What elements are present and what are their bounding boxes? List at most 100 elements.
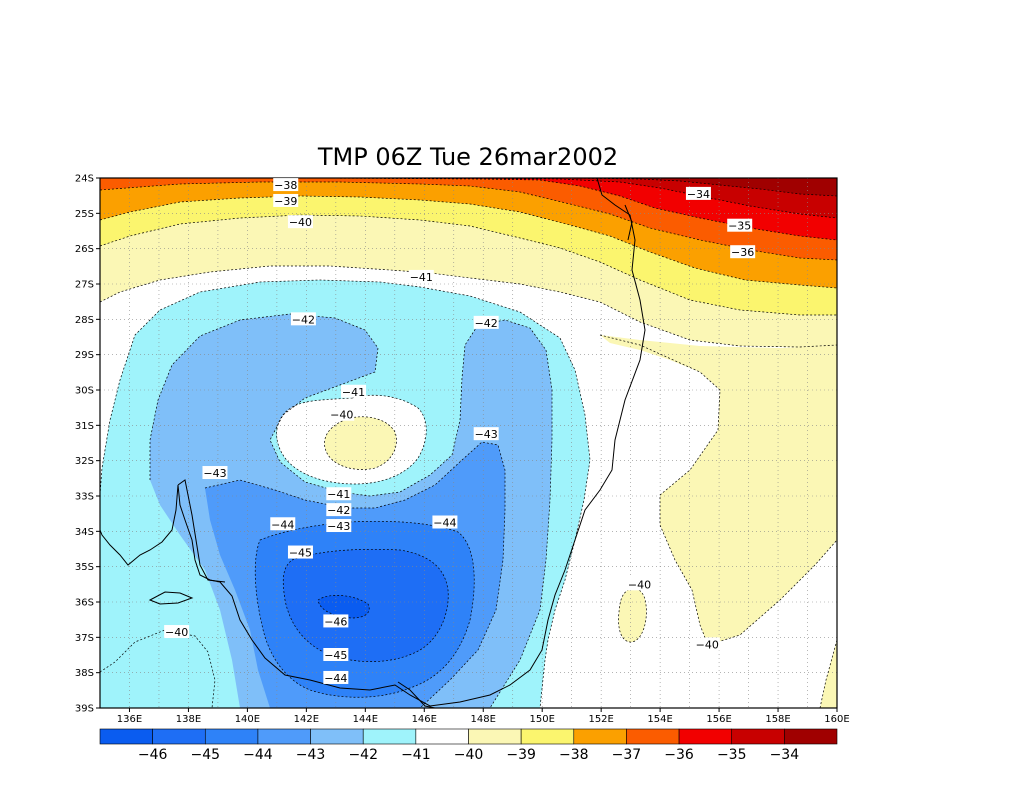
contour-line-34 — [559, 178, 837, 197]
contour-label: −44 — [432, 515, 458, 530]
contour-label-text: −38 — [274, 179, 297, 192]
fill-band-40-39-east — [600, 335, 837, 645]
colorbar-swatch — [415, 728, 469, 745]
colorbar-label: −36 — [664, 747, 694, 763]
contour-label-text: −34 — [687, 188, 710, 201]
lon-tick-label: 140E — [235, 714, 260, 725]
colorbar-swatch — [468, 728, 522, 745]
contour-label-text: −44 — [324, 672, 347, 685]
contour-label-bg — [202, 466, 228, 480]
colorbar-swatch — [99, 728, 153, 745]
fill-band-40-39-center — [324, 416, 397, 470]
colorbar — [99, 728, 838, 745]
contour-label-bg — [694, 637, 720, 651]
contour-fills — [100, 178, 837, 708]
colorbar-label: −43 — [296, 747, 326, 763]
coastline-mainland — [100, 178, 646, 707]
contour-label-text: −42 — [327, 504, 350, 517]
contour-line-40-islet — [618, 588, 647, 643]
contour-label-text: −41 — [327, 488, 350, 501]
contour-label-text: −39 — [274, 195, 297, 208]
fill-band-35-34 — [420, 178, 837, 218]
contour-label-text: −36 — [731, 246, 754, 259]
contour-label: −41 — [408, 269, 434, 284]
contour-label-text: −43 — [475, 428, 498, 441]
colorbar-swatch — [678, 728, 733, 745]
contour-label-text: −43 — [203, 467, 226, 480]
colorbar-swatch — [573, 728, 627, 745]
contour-label-bg — [273, 193, 299, 207]
contour-line-46 — [317, 595, 370, 619]
contour-label-text: −41 — [342, 386, 365, 399]
lat-tick-label: 36S — [75, 598, 94, 609]
contour-line-40-east — [599, 334, 837, 646]
lon-tick-label: 138E — [176, 714, 201, 725]
colorbar-swatch — [520, 728, 575, 745]
contour-line-42 — [149, 313, 553, 708]
contour-label-bg — [326, 487, 352, 501]
contour-label: −40 — [626, 577, 652, 591]
contour-label-bg — [329, 407, 355, 421]
plot-frame — [99, 177, 838, 709]
contour-label-bg — [432, 515, 458, 529]
contour-label: −46 — [323, 614, 349, 628]
lon-tick-label: 156E — [706, 714, 731, 725]
map-title: TMP 06Z Tue 26mar2002 — [317, 143, 618, 171]
contour-label: −38 — [273, 178, 299, 192]
contour-line-40 — [100, 265, 837, 348]
coastline-gulf — [177, 479, 226, 583]
contour-line-45 — [282, 548, 449, 662]
colorbar-label: −38 — [559, 747, 589, 763]
contour-line-40-se — [819, 639, 837, 708]
contour-label-bg — [408, 269, 434, 283]
lon-tick-label: 144E — [353, 714, 378, 725]
contour-label-bg — [685, 186, 711, 200]
contour-label: −40 — [164, 625, 190, 639]
lat-tick-label: 35S — [75, 562, 94, 573]
contour-label: −41 — [326, 487, 352, 501]
contour-line-36 — [299, 178, 837, 241]
lon-tick-label: 152E — [588, 714, 613, 725]
lat-tick-label: 33S — [75, 492, 94, 503]
colorbar-label: −35 — [717, 747, 747, 763]
lat-tick-label: 27S — [75, 280, 94, 291]
fill-band-40-39-se — [820, 640, 837, 708]
lat-tick-label: 31S — [75, 421, 94, 432]
contour-label-bg — [473, 315, 499, 329]
contour-label-text: −46 — [324, 615, 347, 628]
fill-band-40-39-islet — [618, 588, 647, 643]
contour-line-40-center — [324, 416, 397, 470]
contour-label-text: −44 — [271, 518, 294, 531]
contour-label-text: −41 — [410, 271, 433, 284]
contour-label-bg — [270, 517, 296, 531]
contour-label-bg — [287, 545, 313, 559]
lat-tick-label: 32S — [75, 456, 94, 467]
lon-tick-label: 142E — [294, 714, 319, 725]
colorbar-swatch — [784, 728, 838, 745]
latitude-labels: 24S 25S 26S 27S 28S 29S 30S 31S 32S 33S 34S 35S 36S 3… — [75, 174, 100, 715]
longitude-labels: 136E 138E 140E 142E 144E 146E 148E 150E 152E 154E… — [117, 708, 850, 725]
colorbar-label: −39 — [506, 747, 536, 763]
colorbar-label: −34 — [770, 747, 800, 763]
colorbar-swatch — [362, 728, 417, 745]
contour-line-43 — [204, 441, 506, 708]
lat-tick-label: 25S — [75, 209, 94, 220]
contour-line-38 — [100, 195, 837, 289]
contour-label-text: −40 — [165, 626, 188, 639]
coastline-tasmania — [397, 681, 436, 708]
contour-label-text: −42 — [475, 317, 498, 330]
contour-label-bg — [323, 614, 349, 628]
contour-label-bg — [341, 384, 367, 398]
contour-label: −43 — [326, 519, 352, 533]
contour-label: −43 — [473, 427, 499, 441]
colorbar-label: −45 — [191, 747, 221, 763]
contour-label-text: −40 — [696, 638, 719, 651]
lon-tick-label: 146E — [412, 714, 437, 725]
contour-label-bg — [727, 218, 753, 232]
contour-label-bg — [730, 245, 756, 259]
contour-label-bg — [326, 519, 352, 533]
contour-label: −40 — [287, 215, 313, 229]
contour-label: −34 — [685, 186, 711, 201]
lat-tick-label: 28S — [75, 315, 94, 326]
